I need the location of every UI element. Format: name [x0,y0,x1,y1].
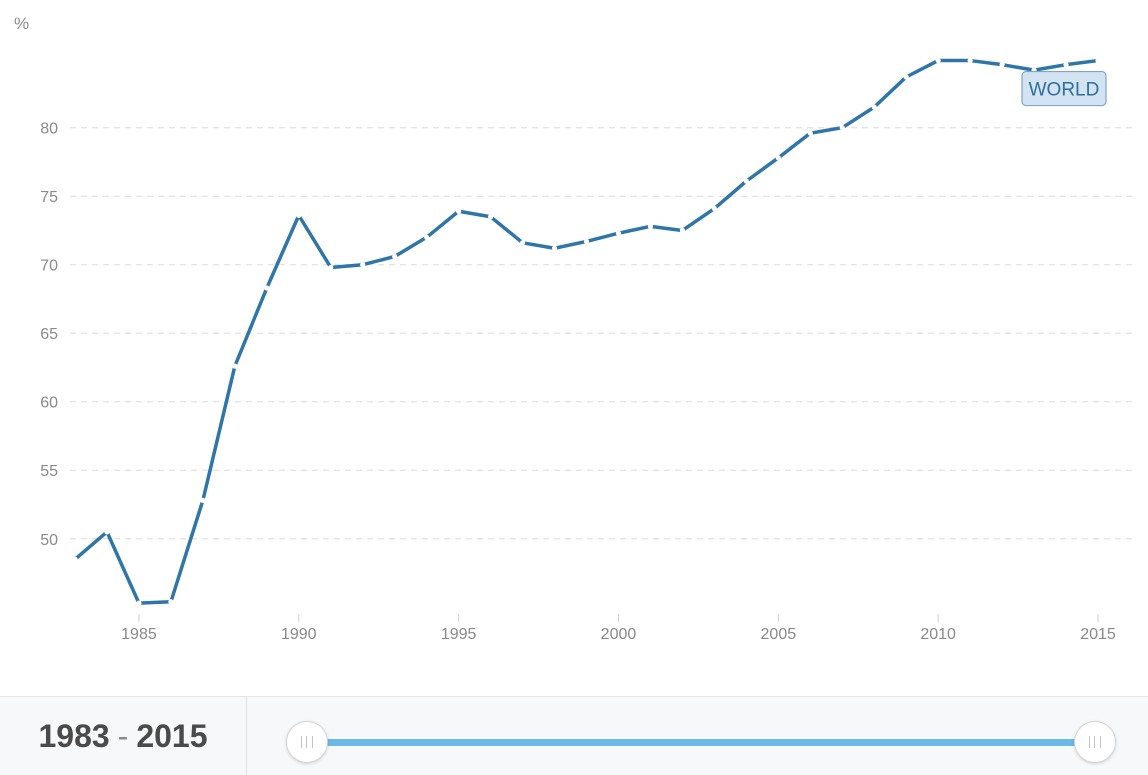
y-tick-label: 50 [40,532,58,549]
data-point[interactable] [647,223,654,229]
data-point[interactable] [935,57,941,64]
data-point[interactable] [296,212,302,218]
data-point[interactable] [679,227,686,234]
data-point[interactable] [903,74,909,80]
data-point[interactable] [392,253,398,260]
grip-icon [1089,736,1101,748]
range-end-year: 2015 [136,717,208,754]
data-point[interactable] [72,556,78,562]
x-tick-label: 2000 [601,626,637,643]
year-range-footer: 1983 - 2015 [0,696,1148,775]
data-point[interactable] [615,230,622,236]
data-point[interactable] [424,234,430,240]
data-point[interactable] [519,240,526,246]
data-point[interactable] [583,238,590,245]
data-point[interactable] [456,208,462,214]
data-point[interactable] [487,214,494,220]
data-point[interactable] [264,285,270,291]
data-point[interactable] [551,245,558,251]
data-point[interactable] [967,57,973,64]
x-tick-label: 2005 [761,626,797,643]
data-point[interactable] [136,600,142,606]
range-separator: - [117,717,129,754]
data-point[interactable] [871,104,877,110]
data-point[interactable] [775,155,781,161]
year-range-slider-track[interactable] [306,739,1094,746]
y-tick-label: 60 [40,395,58,412]
line-chart: % 50 55 60 65 70 75 80 1985 1990 1995 2000 2005 201… [14,14,1136,643]
data-point[interactable] [168,599,174,605]
x-tick-label: 1990 [281,626,317,643]
series-line [73,58,1100,605]
data-point[interactable] [360,262,366,268]
data-point[interactable] [232,363,238,369]
y-tick-label: 80 [40,121,58,138]
data-point[interactable] [807,130,813,136]
y-axis-unit-label: % [14,14,29,33]
range-start-handle[interactable] [286,721,328,763]
data-point[interactable] [104,529,110,535]
y-tick-label: 55 [40,463,58,480]
range-start-year: 1983 [38,717,110,754]
range-end-handle[interactable] [1074,721,1116,763]
y-tick-label: 65 [40,326,58,343]
x-tick-label: 2015 [1080,626,1116,643]
x-tick-label: 1985 [121,626,157,643]
y-tick-label: 70 [40,258,58,275]
series-label-box [1021,70,1107,107]
grip-icon [301,736,313,748]
data-point[interactable] [711,205,717,212]
data-point[interactable] [1063,62,1069,68]
series-label-world: WORLD [1021,70,1107,107]
data-point[interactable] [1095,57,1101,64]
data-point[interactable] [200,497,206,503]
data-point[interactable] [999,62,1005,68]
y-tick-label: 75 [40,189,58,206]
series-label-text: WORLD [1029,80,1100,101]
x-tick-label: 2010 [920,626,956,643]
x-tick-label: 1995 [441,626,477,643]
data-point[interactable] [328,264,334,271]
data-point[interactable] [743,178,749,184]
data-point[interactable] [839,125,845,131]
year-range-label: 1983 - 2015 [0,697,247,775]
